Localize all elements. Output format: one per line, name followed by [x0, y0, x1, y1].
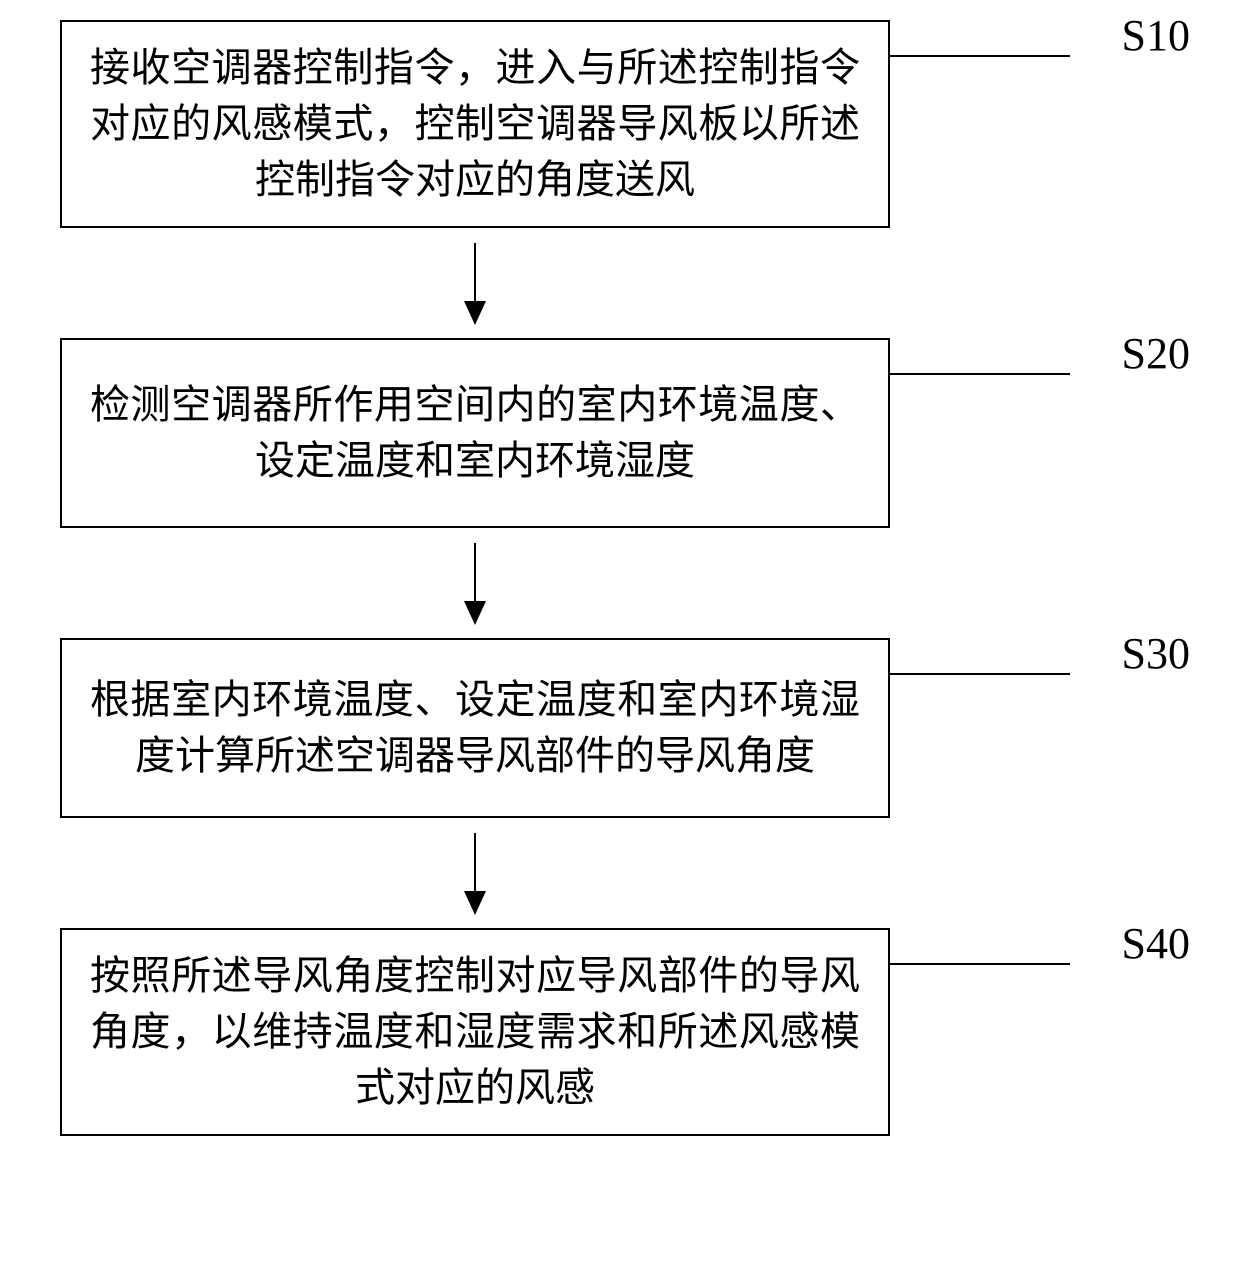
step-label: S20 [1122, 328, 1190, 379]
arrow-s10-s20 [60, 228, 890, 338]
step-box: 按照所述导风角度控制对应导风部件的导风角度，以维持温度和湿度需求和所述风感模式对… [60, 928, 890, 1136]
label-connector-line [890, 55, 1070, 57]
flowchart-container: 接收空调器控制指令，进入与所述控制指令对应的风感模式，控制空调器导风板以所述控制… [60, 20, 1180, 1136]
step-text: 检测空调器所作用空间内的室内环境温度、设定温度和室内环境湿度 [90, 377, 860, 489]
arrow-down-icon [474, 543, 476, 623]
step-box: 根据室内环境温度、设定温度和室内环境湿度计算所述空调器导风部件的导风角度 [60, 638, 890, 818]
step-label: S30 [1122, 628, 1190, 679]
step-text: 接收空调器控制指令，进入与所述控制指令对应的风感模式，控制空调器导风板以所述控制… [90, 40, 860, 208]
label-connector-line [890, 963, 1070, 965]
step-text: 按照所述导风角度控制对应导风部件的导风角度，以维持温度和湿度需求和所述风感模式对… [90, 948, 860, 1116]
label-connector-line [890, 373, 1070, 375]
flow-step-s10: 接收空调器控制指令，进入与所述控制指令对应的风感模式，控制空调器导风板以所述控制… [60, 20, 1180, 228]
step-box: 接收空调器控制指令，进入与所述控制指令对应的风感模式，控制空调器导风板以所述控制… [60, 20, 890, 228]
arrow-down-icon [474, 243, 476, 323]
step-box: 检测空调器所作用空间内的室内环境温度、设定温度和室内环境湿度 [60, 338, 890, 528]
arrow-s30-s40 [60, 818, 890, 928]
step-label: S10 [1122, 10, 1190, 61]
flow-step-s20: 检测空调器所作用空间内的室内环境温度、设定温度和室内环境湿度 S20 [60, 338, 1180, 528]
flow-step-s30: 根据室内环境温度、设定温度和室内环境湿度计算所述空调器导风部件的导风角度 S30 [60, 638, 1180, 818]
step-label: S40 [1122, 918, 1190, 969]
arrow-s20-s30 [60, 528, 890, 638]
label-connector-line [890, 673, 1070, 675]
step-text: 根据室内环境温度、设定温度和室内环境湿度计算所述空调器导风部件的导风角度 [90, 672, 860, 784]
flow-step-s40: 按照所述导风角度控制对应导风部件的导风角度，以维持温度和湿度需求和所述风感模式对… [60, 928, 1180, 1136]
arrow-down-icon [474, 833, 476, 913]
